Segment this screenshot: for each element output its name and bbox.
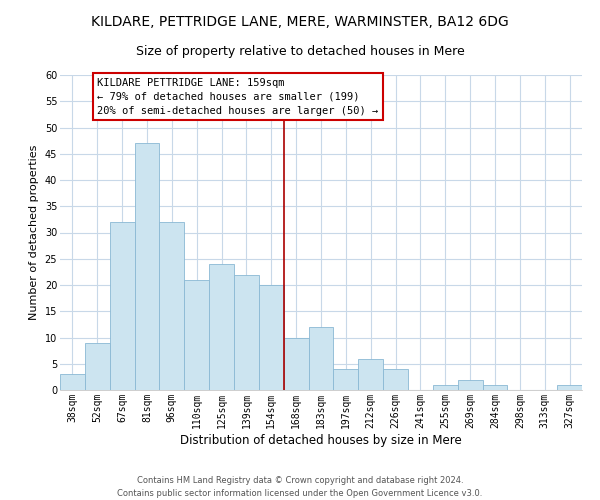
- Bar: [160, 222, 184, 390]
- Bar: [308, 327, 334, 390]
- Bar: [284, 338, 308, 390]
- Bar: [60, 374, 85, 390]
- Bar: [458, 380, 482, 390]
- Bar: [358, 358, 383, 390]
- Bar: [383, 369, 408, 390]
- Text: Contains HM Land Registry data © Crown copyright and database right 2024.
Contai: Contains HM Land Registry data © Crown c…: [118, 476, 482, 498]
- Bar: [482, 385, 508, 390]
- Bar: [184, 280, 209, 390]
- Text: KILDARE, PETTRIDGE LANE, MERE, WARMINSTER, BA12 6DG: KILDARE, PETTRIDGE LANE, MERE, WARMINSTE…: [91, 15, 509, 29]
- Bar: [110, 222, 134, 390]
- Bar: [134, 143, 160, 390]
- X-axis label: Distribution of detached houses by size in Mere: Distribution of detached houses by size …: [180, 434, 462, 446]
- Text: KILDARE PETTRIDGE LANE: 159sqm
← 79% of detached houses are smaller (199)
20% of: KILDARE PETTRIDGE LANE: 159sqm ← 79% of …: [97, 78, 379, 116]
- Text: Size of property relative to detached houses in Mere: Size of property relative to detached ho…: [136, 45, 464, 58]
- Bar: [557, 385, 582, 390]
- Bar: [334, 369, 358, 390]
- Bar: [85, 343, 110, 390]
- Bar: [259, 285, 284, 390]
- Y-axis label: Number of detached properties: Number of detached properties: [29, 145, 39, 320]
- Bar: [209, 264, 234, 390]
- Bar: [433, 385, 458, 390]
- Bar: [234, 274, 259, 390]
